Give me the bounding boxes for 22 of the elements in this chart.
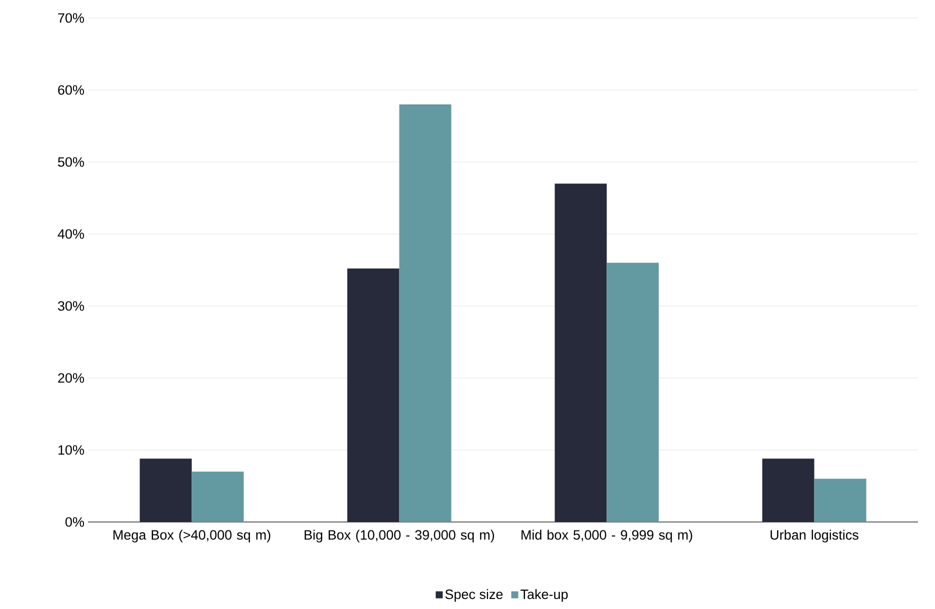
legend-label: Spec size [445, 589, 503, 602]
y-tick-label: 40% [58, 229, 84, 239]
y-tick-label: 30% [58, 301, 84, 311]
y-tick-label: 60% [58, 85, 84, 95]
x-tick-label: Mega Box (>40,000 sq m) [114, 530, 270, 542]
x-tick-label: Mid box 5,000 - 9,999 sq m) [522, 530, 692, 542]
bar [347, 268, 400, 522]
bar [399, 104, 452, 522]
x-tick-label: Urban logistics [770, 530, 858, 542]
bar [140, 458, 192, 522]
x-tick-label: Big Box (10,000 - 39,000 sq m) [304, 530, 494, 542]
y-tick-label: 10% [58, 445, 84, 455]
bar [814, 478, 866, 522]
y-tick-label: 50% [58, 157, 84, 167]
y-tick-label: 20% [58, 373, 84, 383]
bar [762, 458, 814, 522]
y-tick-label: 70% [58, 13, 84, 23]
bar [606, 262, 659, 522]
legend-label: Take-up [520, 589, 568, 602]
bar [192, 472, 244, 522]
bar [554, 184, 607, 522]
y-tick-label: 0% [65, 517, 84, 527]
